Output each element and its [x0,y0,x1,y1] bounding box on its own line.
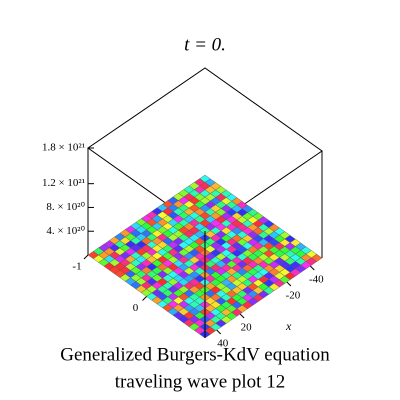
caption-line: traveling wave plot 12 [115,371,285,392]
x-tick [309,265,315,271]
y-tick-label: -1 [72,261,81,273]
box-top [87,67,323,232]
x-tick-label: -40 [309,274,324,286]
x-tick-label: -20 [286,290,301,302]
chart-title: t = 0. [184,34,226,55]
x-axis-label: x [285,319,292,333]
z-tick-label: 8. × 10²⁰ [46,201,85,213]
z-tick-label: 1.2 × 10²¹ [42,177,85,189]
y-tick [142,296,147,301]
x-tick [239,313,245,319]
x-tick-label: 20 [241,322,253,334]
y-tick-label: 0 [133,302,139,314]
caption-line: Generalized Burgers-KdV equation [60,344,330,365]
x-tick-label: 40 [217,338,229,350]
z-tick-label: 1.8 × 10²¹ [42,142,85,154]
x-tick [286,281,292,287]
y-tick [83,254,89,260]
z-tick-label: 4. × 10²⁰ [46,225,85,237]
x-tick [216,329,222,335]
